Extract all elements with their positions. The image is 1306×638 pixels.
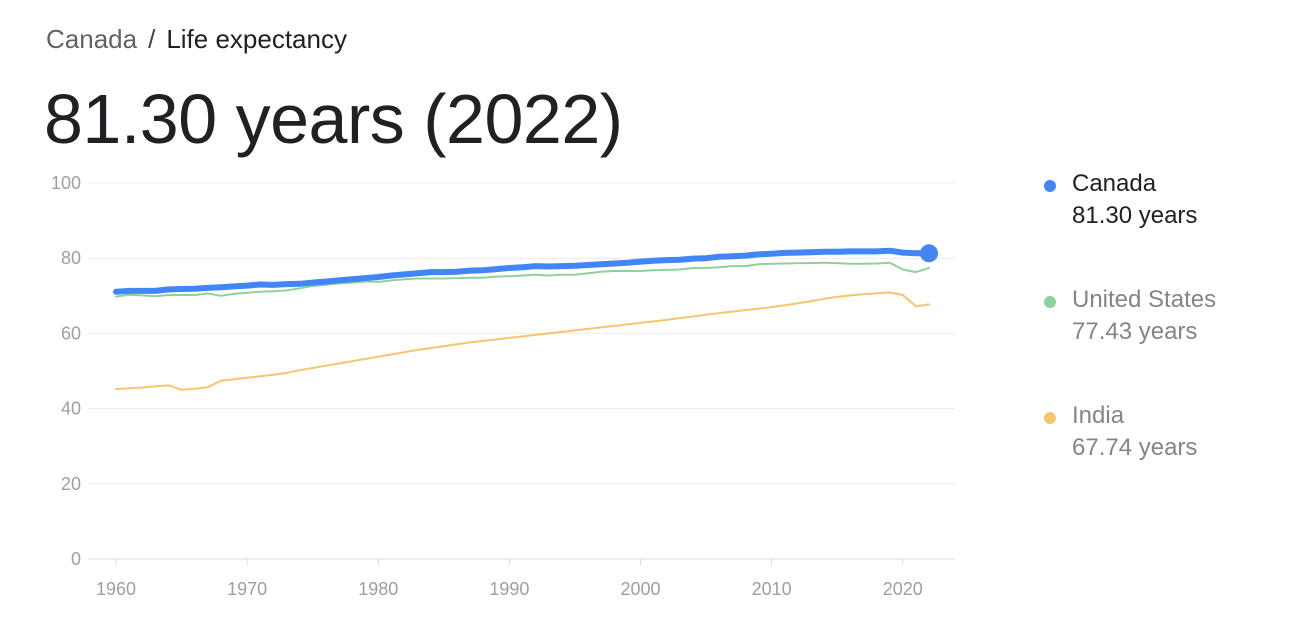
- series-line-canada: [113, 247, 932, 295]
- x-tick-label: 1970: [227, 579, 267, 599]
- breadcrumb: Canada / Life expectancy: [46, 24, 347, 55]
- breadcrumb-separator: /: [148, 24, 156, 54]
- x-tick-label: 2020: [883, 579, 923, 599]
- x-tick-label: 2010: [752, 579, 792, 599]
- legend-value: 67.74 years: [1072, 434, 1198, 461]
- series-line-united-states: [115, 261, 930, 298]
- x-tick-label: 1960: [96, 579, 136, 599]
- legend-dot-icon: [1044, 296, 1056, 308]
- x-tick-label: 1990: [489, 579, 529, 599]
- legend-name: India: [1072, 402, 1125, 429]
- x-tick-label: 2000: [620, 579, 660, 599]
- page-title-value: 81.30 years (2022): [44, 80, 623, 158]
- series-line-india: [115, 291, 930, 391]
- data-point-canada-latest: [920, 244, 938, 263]
- legend-dot-icon: [1044, 412, 1056, 424]
- y-tick-label: 0: [71, 549, 81, 569]
- breadcrumb-country-link[interactable]: Canada: [46, 24, 138, 54]
- legend-dot-icon: [1044, 180, 1056, 192]
- life-expectancy-chart[interactable]: 0 20 40 60 80 100 1960 1970 1980 1990 2000 2010 2020: [0, 0, 1000, 638]
- breadcrumb-current: Life expectancy: [166, 24, 347, 54]
- legend-value: 77.43 years: [1072, 318, 1198, 345]
- y-tick-label: 100: [51, 173, 81, 193]
- legend-value: 81.30 years: [1072, 202, 1198, 229]
- legend-name: Canada: [1072, 170, 1157, 197]
- y-tick-label: 20: [61, 474, 81, 494]
- y-tick-label: 40: [61, 399, 81, 419]
- y-tick-label: 60: [61, 323, 81, 343]
- x-tick-label: 1980: [358, 579, 398, 599]
- legend-name: United States: [1072, 286, 1217, 313]
- y-tick-label: 80: [61, 248, 81, 268]
